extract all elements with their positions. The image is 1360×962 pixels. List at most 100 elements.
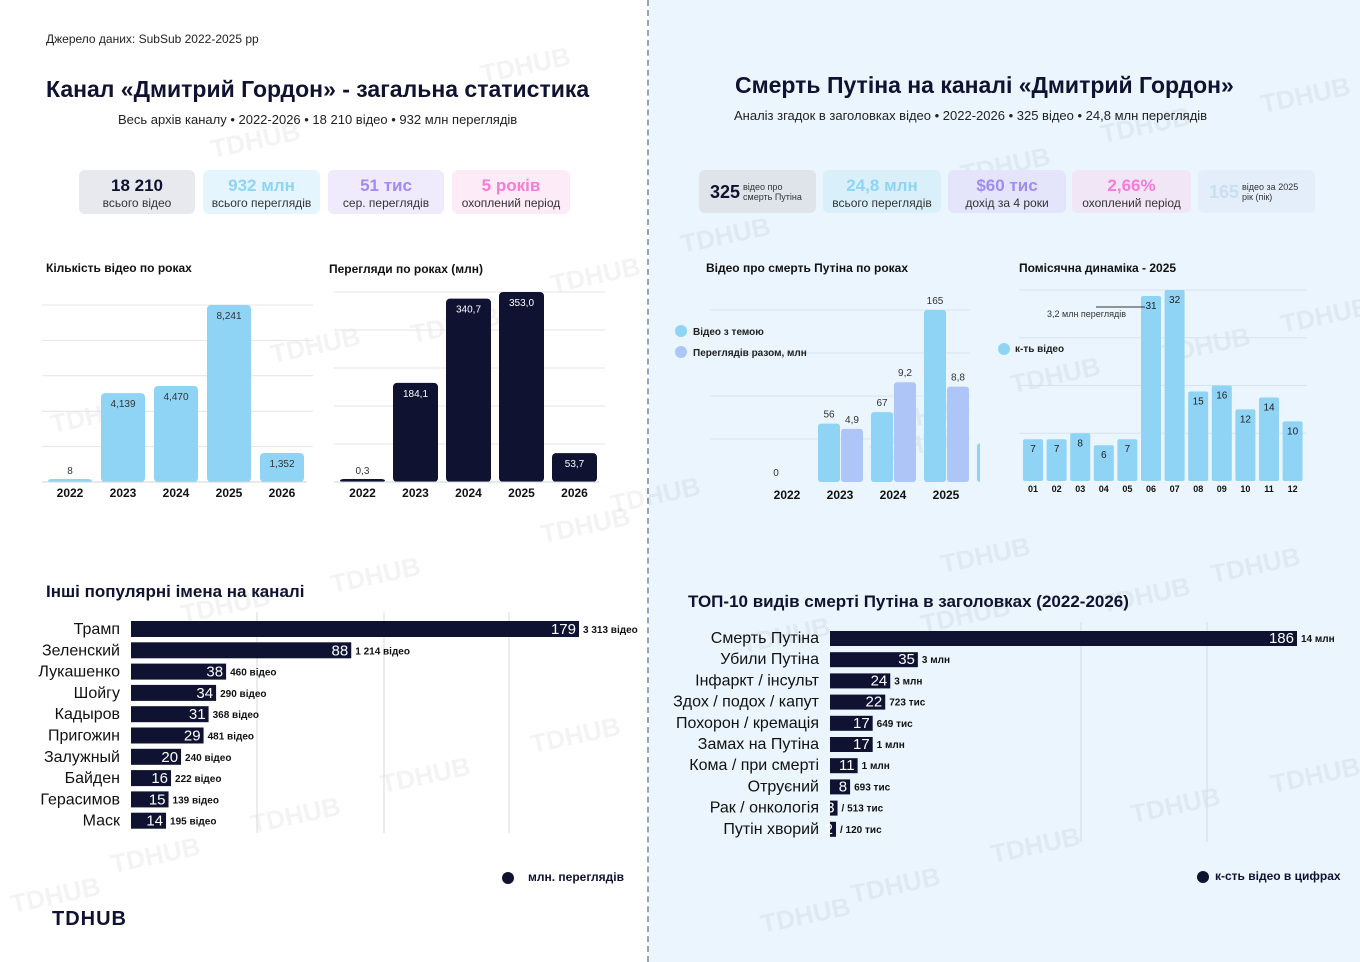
- x-tick-label: 10: [1240, 484, 1250, 494]
- bar-label: 53,7: [565, 459, 585, 470]
- bar-month-04: [1093, 445, 1114, 481]
- kpi-card: 18 210 всього відео: [79, 170, 195, 214]
- hbar-value: 20: [161, 749, 178, 766]
- row-label: Рак / онкологія: [710, 800, 819, 817]
- kpi-value: 18 210: [111, 176, 163, 195]
- bar-2024-videos: [871, 412, 893, 482]
- kpi-label: охоплений період: [1082, 196, 1181, 210]
- bar-2022: [340, 479, 385, 482]
- kpi-card: 2,66% охоплений період: [1072, 170, 1191, 213]
- kpi-value: 5 років: [481, 176, 541, 195]
- bar-month-12: [1282, 421, 1303, 481]
- x-tick-label: 2025: [933, 488, 960, 502]
- bar-2023: [101, 393, 145, 482]
- row-label: Зеленский: [42, 642, 120, 659]
- bar-label: 7: [1030, 444, 1036, 455]
- legend-count-label: к-сть відео в цифрах: [1215, 869, 1341, 883]
- row-label: Смерть Путіна: [711, 630, 819, 647]
- hbar: [830, 779, 851, 795]
- hbar-value: 29: [184, 728, 201, 745]
- legend-dot-views: [502, 872, 514, 884]
- bar-month-10: [1235, 409, 1256, 481]
- x-tick-label: 2026: [561, 486, 588, 500]
- kpi-label: відео про смерть Путіна: [743, 181, 802, 202]
- legend-label: к-ть відео: [1015, 344, 1064, 355]
- bar-label: 184,1: [403, 389, 428, 400]
- kpi-label: всього відео: [102, 196, 172, 210]
- row-label: Маск: [83, 813, 121, 830]
- kpi-label: сер. переглядів: [342, 196, 430, 210]
- kpi-value: 932 млн: [228, 176, 295, 195]
- hbar: [131, 727, 204, 744]
- x-tick-label: 02: [1052, 484, 1062, 494]
- kpi-value: $60 тис: [976, 176, 1038, 195]
- hbar: [131, 791, 169, 808]
- bar-month-08: [1188, 391, 1209, 481]
- bar-2025-views: [947, 386, 969, 482]
- bar-2022: [48, 479, 92, 482]
- hbar: [830, 758, 858, 774]
- x-tick-label: 2025: [508, 486, 535, 500]
- x-tick-label: 03: [1075, 484, 1085, 494]
- bar-label: 12: [1240, 414, 1252, 425]
- chart-videos-per-year: 8 2022 4,139 2023 4,470 2024 8,241 2025 1,352 202…: [42, 304, 313, 500]
- bar-label: 8: [67, 466, 73, 477]
- chart-views-per-year: 0,3 2022 184,1 2023 340,7 2024 353,0 2025 53,7 20…: [334, 291, 605, 500]
- kpi-value: 2,66%: [1107, 176, 1156, 195]
- hbar-value: 35: [898, 651, 915, 668]
- x-tick-label: 09: [1217, 484, 1227, 494]
- row-label: Залужный: [44, 749, 120, 766]
- kpi-card: 24,8 млн всього переглядів: [823, 170, 941, 213]
- bar-label: 9,2: [898, 368, 912, 379]
- bar-label: 8: [1077, 438, 1083, 449]
- chart-other-names: Трамп 179 3 313 відео Зеленский 88 1 214 віде…: [38, 612, 638, 833]
- bar-label: 10: [1287, 426, 1299, 437]
- hbar-value: 17: [853, 736, 870, 753]
- bar-month-06: [1141, 295, 1161, 481]
- hbar-value: 8: [839, 778, 847, 795]
- hbar-value: 14: [146, 813, 163, 830]
- hbar-note: 240 відео: [185, 753, 231, 764]
- bar-label: 16: [1216, 391, 1228, 402]
- legend-dot: [998, 343, 1010, 355]
- bar-month-03: [1070, 433, 1091, 481]
- bar-2023-videos: [818, 423, 840, 482]
- hbar-note: 1 млн: [862, 761, 890, 772]
- hbar: [131, 663, 227, 680]
- bar-label: 4,139: [110, 399, 135, 410]
- bar-2026: [552, 453, 597, 482]
- hbar-note: / 513 тис: [842, 804, 884, 815]
- hbar-note: 1 млн: [877, 740, 905, 751]
- hbar-note: 723 тис: [889, 698, 926, 709]
- bar-2024: [154, 385, 198, 482]
- hbar: [131, 642, 352, 659]
- hbar-value: 16: [151, 770, 168, 787]
- bar-label: 8,241: [216, 311, 241, 322]
- chart-title-views-per-year: Перегляди по роках (млн): [329, 262, 483, 276]
- x-tick-label: 2022: [349, 486, 376, 500]
- hbar: [131, 621, 579, 637]
- hbar-value: 22: [866, 694, 883, 711]
- hbar-value: 31: [189, 706, 206, 723]
- x-tick-label: 2023: [110, 486, 137, 500]
- bar-month-02: [1046, 439, 1067, 481]
- kpi-label: всього переглядів: [832, 196, 932, 210]
- hbar: [830, 631, 1297, 646]
- hbar-note: 195 відео: [170, 817, 216, 828]
- bar-label: 165: [927, 296, 944, 307]
- row-label: Убили Путіна: [720, 651, 819, 668]
- x-tick-label: 2022: [57, 486, 84, 500]
- kpi-card: 5 років охоплений період: [452, 170, 570, 214]
- chart-title-monthly-2025: Помісячна динаміка - 2025: [1019, 261, 1177, 275]
- bar-label: 4,470: [163, 392, 188, 403]
- kpi-value: 51 тис: [360, 176, 412, 195]
- hbar-value: 2: [825, 821, 833, 838]
- row-label: Кадыров: [55, 706, 120, 723]
- bar-label: 32: [1169, 295, 1181, 306]
- bar-label: 6: [1101, 450, 1107, 461]
- hbar: [830, 694, 886, 710]
- x-tick-label: 11: [1264, 484, 1274, 494]
- others-title: Інші популярні імена на каналі: [46, 582, 305, 601]
- hbar-value: 24: [871, 672, 888, 689]
- bar-label: 4,9: [845, 415, 859, 426]
